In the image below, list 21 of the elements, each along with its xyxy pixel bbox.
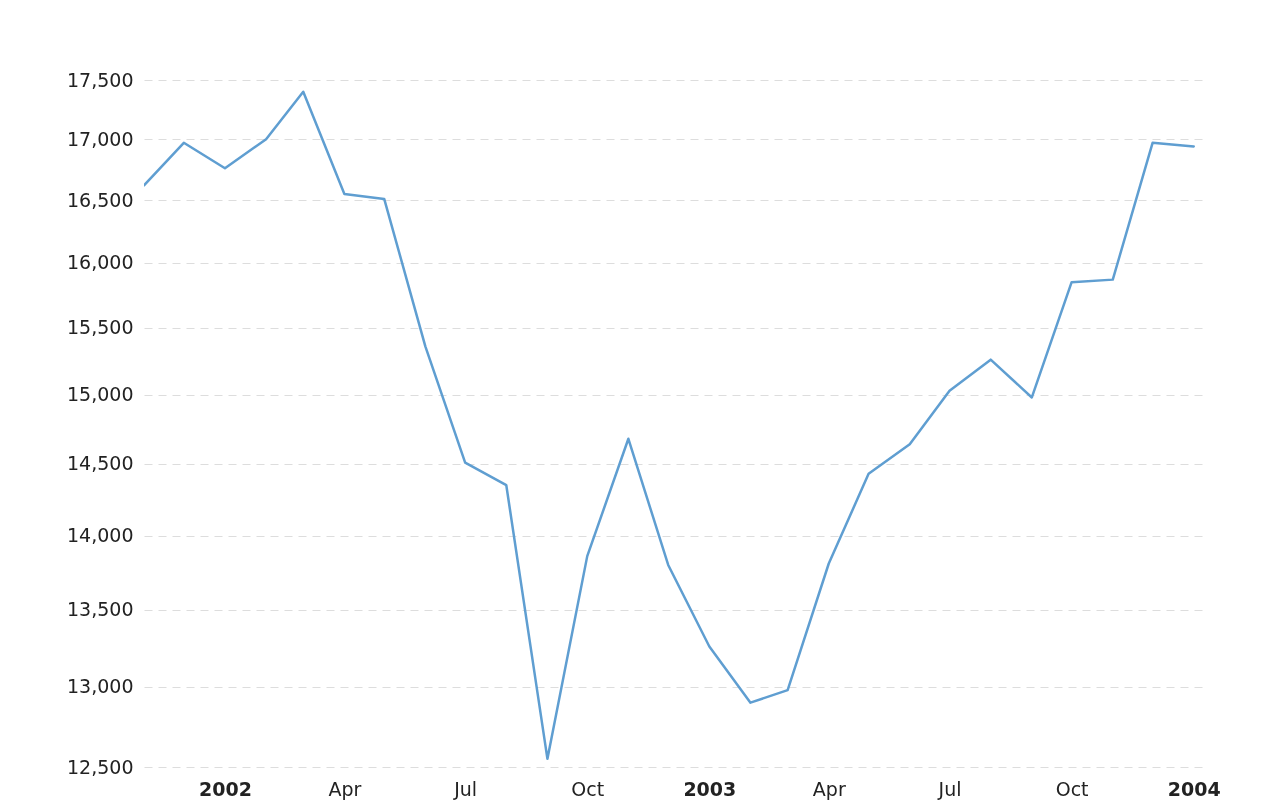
x-tick-label: Oct <box>571 777 605 800</box>
y-tick-label: 15,000 <box>67 383 134 406</box>
x-tick-label: Apr <box>328 777 362 800</box>
x-tick-label: 2002 <box>199 777 252 800</box>
y-tick-label: 14,500 <box>67 452 134 475</box>
y-tick-label: 17,000 <box>67 127 134 150</box>
y-tick-label: 16,000 <box>67 251 134 274</box>
y-tick-label: 15,500 <box>67 316 134 339</box>
y-tick-label: 12,500 <box>67 755 134 778</box>
x-tick-label: Apr <box>812 777 846 800</box>
x-tick-label: Jul <box>453 777 478 800</box>
x-tick-label: 2003 <box>683 777 737 800</box>
x-tick-label: Oct <box>1055 777 1089 800</box>
y-tick-label: 16,500 <box>67 188 134 211</box>
y-tick-label: 14,000 <box>67 524 134 547</box>
y-tick-label: 13,000 <box>67 675 134 698</box>
x-tick-label: 2004 <box>1167 777 1221 800</box>
y-tick-label: 17,500 <box>67 68 134 91</box>
y-tick-label: 13,500 <box>67 598 134 621</box>
line-series <box>144 90 1195 761</box>
x-tick-label: Jul <box>937 777 962 800</box>
